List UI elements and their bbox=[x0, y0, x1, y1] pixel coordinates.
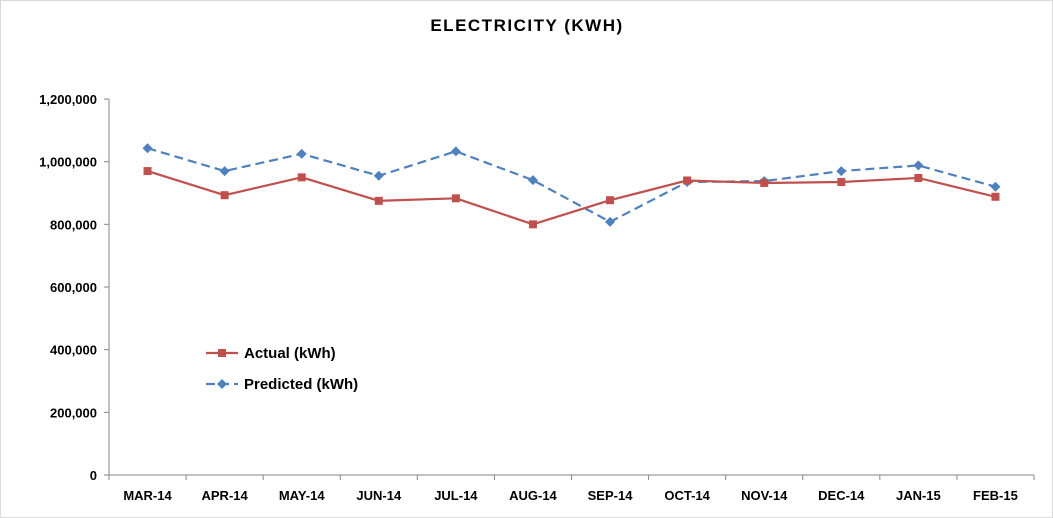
series-predicted bbox=[142, 143, 1001, 227]
data-point-marker bbox=[991, 192, 1000, 201]
data-point-marker bbox=[528, 220, 537, 229]
data-point-marker bbox=[527, 175, 538, 186]
legend-label: Actual (kWh) bbox=[244, 345, 336, 362]
legend-label: Predicted (kWh) bbox=[244, 376, 358, 393]
data-point-marker bbox=[220, 191, 229, 200]
data-point-marker bbox=[450, 146, 461, 157]
x-tick-label: DEC-14 bbox=[818, 488, 865, 503]
data-point-marker bbox=[605, 216, 616, 227]
data-point-marker bbox=[374, 196, 383, 205]
x-tick-label: APR-14 bbox=[202, 488, 249, 503]
data-point-marker bbox=[914, 173, 923, 182]
data-point-marker bbox=[142, 143, 153, 154]
x-tick-label: MAR-14 bbox=[123, 488, 172, 503]
data-point-marker bbox=[837, 178, 846, 187]
y-tick-label: 200,000 bbox=[50, 405, 97, 420]
y-tick-label: 600,000 bbox=[50, 280, 97, 295]
series-line bbox=[147, 170, 996, 226]
y-tick-label: 1,200,000 bbox=[39, 92, 97, 107]
x-tick-label: FEB-15 bbox=[973, 488, 1018, 503]
data-point-marker bbox=[373, 170, 384, 181]
data-point-marker bbox=[606, 196, 615, 205]
data-point-marker bbox=[913, 160, 924, 171]
x-tick-label: NOV-14 bbox=[741, 488, 788, 503]
data-point-marker bbox=[219, 166, 230, 177]
axes: 0 200,000 400,000 600,000 800,000 1,000,000 1,… bbox=[39, 92, 1035, 503]
x-tick-label: SEP-14 bbox=[588, 488, 634, 503]
data-point-marker bbox=[990, 181, 1001, 192]
data-point-marker bbox=[143, 167, 152, 176]
x-tick-label: JUN-14 bbox=[356, 488, 402, 503]
x-tick-label: AUG-14 bbox=[509, 488, 557, 503]
legend-marker bbox=[218, 349, 226, 357]
x-tick-label: MAY-14 bbox=[279, 488, 326, 503]
series-layer bbox=[142, 143, 1001, 229]
data-point-marker bbox=[451, 194, 460, 203]
y-tick-label: 0 bbox=[90, 468, 97, 483]
data-point-marker bbox=[296, 148, 307, 159]
data-point-marker bbox=[760, 178, 769, 187]
x-tick-label: JAN-15 bbox=[896, 488, 941, 503]
legend-item: Predicted (kWh) bbox=[206, 376, 358, 393]
y-tick-label: 400,000 bbox=[50, 343, 97, 358]
y-tick-label: 1,000,000 bbox=[39, 155, 97, 170]
data-point-marker bbox=[683, 176, 692, 185]
data-point-marker bbox=[297, 173, 306, 182]
series-line bbox=[147, 147, 996, 223]
x-tick-label: JUL-14 bbox=[434, 488, 478, 503]
chart-title: ELECTRICITY (KWH) bbox=[430, 16, 623, 35]
legend-item: Actual (kWh) bbox=[206, 345, 336, 362]
series-actual bbox=[143, 167, 1000, 229]
legend-marker bbox=[217, 379, 227, 389]
y-tick-label: 800,000 bbox=[50, 217, 97, 232]
x-tick-label: OCT-14 bbox=[664, 488, 710, 503]
data-point-marker bbox=[836, 166, 847, 177]
legend: Actual (kWh) Predicted (kWh) bbox=[206, 345, 358, 393]
